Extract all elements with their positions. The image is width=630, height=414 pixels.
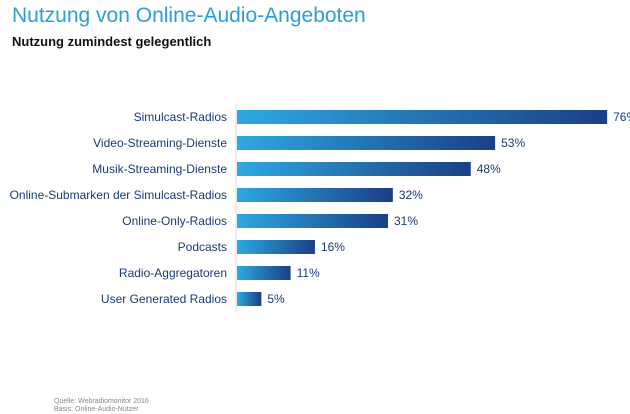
source-note: Quelle: Webradiomonitor 2016 — [54, 398, 149, 405]
bar-1 — [237, 110, 608, 124]
base-note: Basis: Online-Audio-Nutzer — [54, 406, 139, 413]
value-label-6: 16% — [321, 240, 345, 254]
category-label-3: Musik-Streaming-Dienste — [92, 162, 227, 176]
value-label-5: 31% — [394, 214, 418, 228]
category-label-6: Podcasts — [178, 240, 227, 254]
value-label-3: 48% — [477, 162, 501, 176]
bar-5 — [237, 214, 388, 228]
category-label-4: Online-Submarken der Simulcast-Radios — [10, 188, 227, 202]
category-label-2: Video-Streaming-Dienste — [93, 136, 227, 150]
bar-7 — [237, 266, 291, 280]
value-label-2: 53% — [501, 136, 525, 150]
value-label-1: 76% — [613, 110, 630, 124]
bars-group: Simulcast-Radios 76% Video-Streaming-Diens… — [10, 110, 630, 306]
value-label-8: 5% — [267, 292, 285, 306]
category-label-7: Radio-Aggregatoren — [119, 266, 227, 280]
bar-8 — [237, 292, 262, 306]
value-label-4: 32% — [399, 188, 423, 202]
category-label-1: Simulcast-Radios — [134, 110, 227, 124]
bar-4 — [237, 188, 393, 202]
bar-3 — [237, 162, 471, 176]
category-label-8: User Generated Radios — [101, 292, 227, 306]
chart-title: Nutzung von Online-Audio-Angeboten — [12, 4, 366, 27]
bar-6 — [237, 240, 315, 254]
bar-2 — [237, 136, 496, 150]
chart-subtitle: Nutzung zumindest gelegentlich — [12, 34, 212, 49]
category-label-5: Online-Only-Radios — [122, 214, 227, 228]
value-label-7: 11% — [297, 266, 320, 280]
